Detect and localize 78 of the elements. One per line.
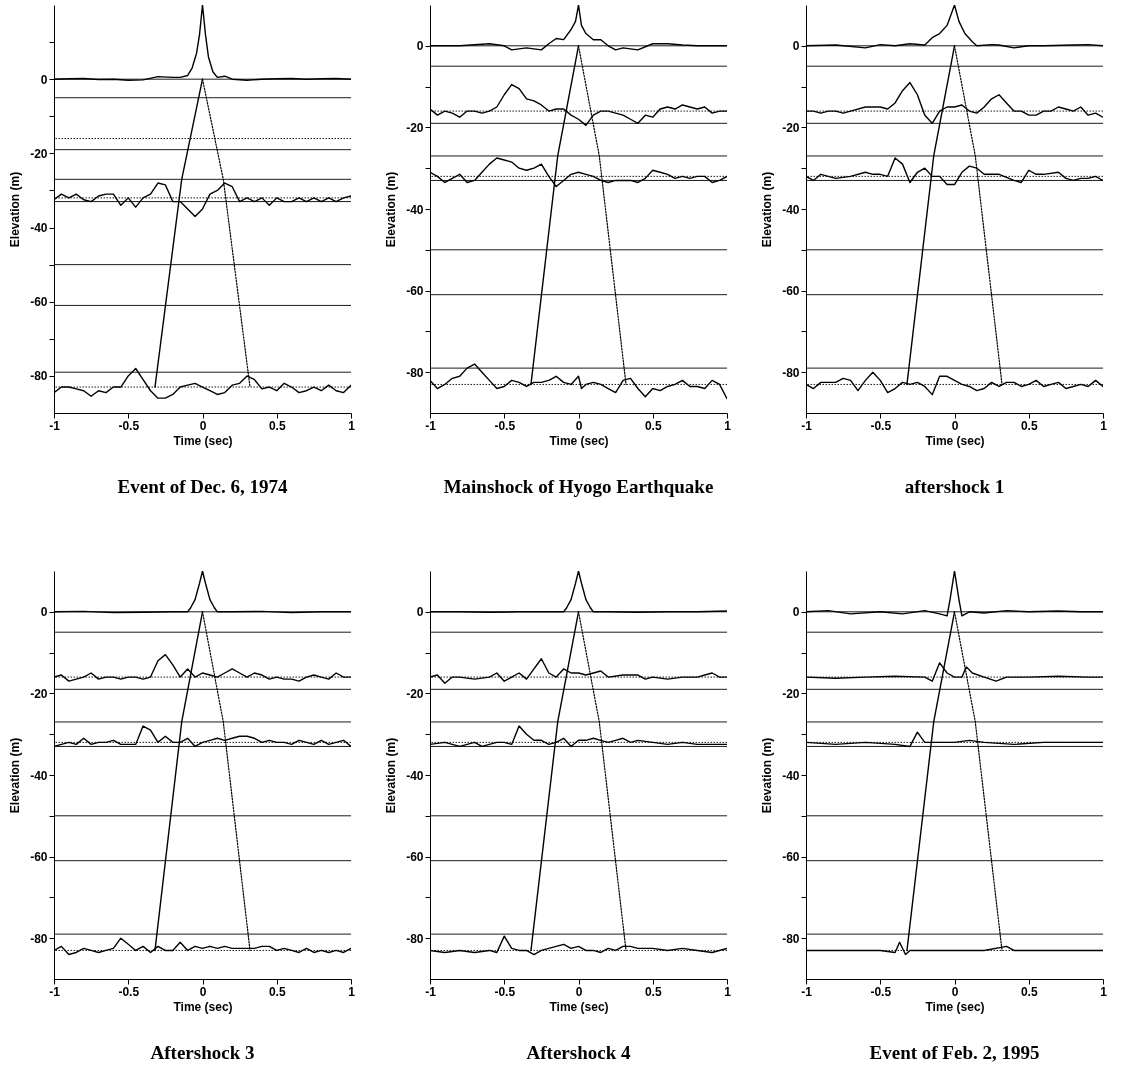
y-axis-title: Elevation (m) xyxy=(8,737,23,814)
x-axis-title: Time (sec) xyxy=(549,999,609,1014)
text: Aftershock 4 xyxy=(526,1042,631,1063)
text: Event of Feb. 2, 1995 xyxy=(869,1042,1040,1063)
text: Aftershock 3 xyxy=(150,1042,255,1063)
y-tick-label: 0 xyxy=(40,72,48,87)
x-tick-label: 0.5 xyxy=(268,418,286,433)
x-tick-label: -1 xyxy=(801,418,813,433)
x-tick-label: -0.5 xyxy=(494,984,516,999)
y-tick-label: -20 xyxy=(406,686,424,701)
x-tick-label: -1 xyxy=(801,984,813,999)
y-tick-label: -40 xyxy=(406,768,424,783)
y-tick-label: -60 xyxy=(30,295,48,310)
x-tick-label: -1 xyxy=(49,984,61,999)
x-tick-label: 0 xyxy=(951,418,959,433)
y-tick-label: -80 xyxy=(406,365,424,380)
text: Event of Dec. 6, 1974 xyxy=(117,476,288,497)
x-tick-label: -0.5 xyxy=(870,418,892,433)
y-tick-label: -80 xyxy=(782,931,800,946)
y-axis-title: Elevation (m) xyxy=(384,171,399,248)
x-axis-title: Time (sec) xyxy=(173,433,233,448)
x-tick-label: -0.5 xyxy=(494,418,516,433)
y-tick-label: -40 xyxy=(30,768,48,783)
x-axis-title: Time (sec) xyxy=(549,433,609,448)
y-tick-label: -40 xyxy=(30,221,48,236)
y-tick-label: -60 xyxy=(782,850,800,865)
y-tick-label: -80 xyxy=(30,369,48,384)
y-tick-label: 0 xyxy=(792,605,800,620)
y-tick-label: -80 xyxy=(406,931,424,946)
x-tick-label: -0.5 xyxy=(118,418,140,433)
x-tick-label: 0 xyxy=(951,984,959,999)
x-tick-label: 1 xyxy=(348,418,356,433)
x-tick-label: 0.5 xyxy=(1020,984,1038,999)
x-tick-label: 0 xyxy=(199,984,207,999)
x-axis-title: Time (sec) xyxy=(173,999,233,1014)
y-tick-label: -80 xyxy=(30,931,48,946)
x-tick-label: 0 xyxy=(575,984,583,999)
y-tick-label: 0 xyxy=(416,605,424,620)
x-tick-label: -1 xyxy=(49,418,61,433)
y-tick-label: -60 xyxy=(406,850,424,865)
text: aftershock 1 xyxy=(904,476,1005,497)
text: Mainshock of Hyogo Earthquake xyxy=(443,476,714,497)
x-tick-label: 0 xyxy=(575,418,583,433)
y-tick-label: -20 xyxy=(782,686,800,701)
y-tick-label: -40 xyxy=(406,202,424,217)
y-tick-label: -20 xyxy=(782,120,800,135)
x-tick-label: 1 xyxy=(1100,418,1108,433)
x-tick-label: 0.5 xyxy=(1020,418,1038,433)
x-tick-label: -1 xyxy=(425,418,437,433)
y-tick-label: 0 xyxy=(40,605,48,620)
x-tick-label: 0.5 xyxy=(644,418,662,433)
y-axis-title: Elevation (m) xyxy=(760,171,775,248)
x-tick-label: -0.5 xyxy=(118,984,140,999)
x-axis-title: Time (sec) xyxy=(925,433,985,448)
x-tick-label: 1 xyxy=(724,984,732,999)
x-axis-title: Time (sec) xyxy=(925,999,985,1014)
x-tick-label: 1 xyxy=(1100,984,1108,999)
y-tick-label: -60 xyxy=(30,850,48,865)
y-tick-label: -60 xyxy=(406,284,424,299)
x-tick-label: -1 xyxy=(425,984,437,999)
y-tick-label: -60 xyxy=(782,284,800,299)
y-tick-label: -80 xyxy=(782,365,800,380)
y-tick-label: -20 xyxy=(30,686,48,701)
y-tick-label: -20 xyxy=(30,146,48,161)
y-tick-label: -40 xyxy=(782,768,800,783)
x-tick-label: -0.5 xyxy=(870,984,892,999)
x-tick-label: 1 xyxy=(348,984,356,999)
x-tick-label: 1 xyxy=(724,418,732,433)
x-tick-label: 0.5 xyxy=(268,984,286,999)
y-tick-label: 0 xyxy=(416,39,424,54)
y-tick-label: 0 xyxy=(792,39,800,54)
y-axis-title: Elevation (m) xyxy=(8,171,23,248)
y-axis-title: Elevation (m) xyxy=(760,737,775,814)
x-tick-label: 0 xyxy=(199,418,207,433)
y-axis-title: Elevation (m) xyxy=(384,737,399,814)
x-tick-label: 0.5 xyxy=(644,984,662,999)
y-tick-label: -20 xyxy=(406,120,424,135)
y-tick-label: -40 xyxy=(782,202,800,217)
